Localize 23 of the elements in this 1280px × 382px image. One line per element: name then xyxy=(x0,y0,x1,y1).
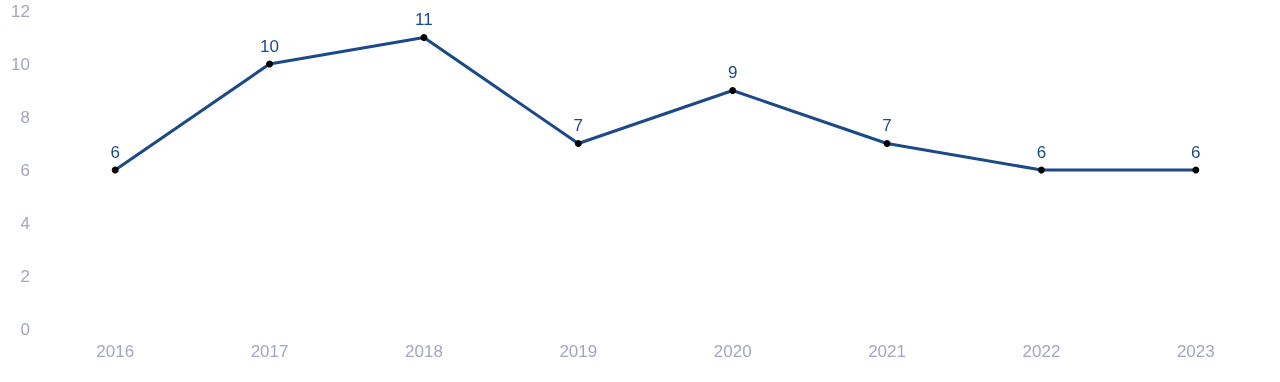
y-tick-label: 0 xyxy=(20,319,30,339)
x-tick-label: 2017 xyxy=(250,342,289,361)
y-tick-label: 4 xyxy=(20,213,30,233)
x-tick-label: 2020 xyxy=(713,342,752,361)
y-tick-label: 12 xyxy=(11,1,30,21)
x-tick-label: 2022 xyxy=(1022,342,1061,361)
y-tick-label: 8 xyxy=(20,107,30,127)
y-tick-label: 10 xyxy=(11,54,30,74)
data-label: 11 xyxy=(415,10,433,29)
data-label: 6 xyxy=(1036,142,1047,162)
data-label: 6 xyxy=(110,142,120,162)
x-tick-label: 2023 xyxy=(1176,342,1215,361)
y-tick-label: 2 xyxy=(20,266,30,286)
x-tick-label: 2018 xyxy=(405,342,443,361)
data-label: 7 xyxy=(882,116,892,135)
x-tick-label: 2021 xyxy=(868,342,906,361)
x-tick-label: 2016 xyxy=(96,342,135,361)
data-label: 10 xyxy=(260,36,280,56)
data-label: 7 xyxy=(573,116,584,135)
data-label: 6 xyxy=(1191,142,1201,162)
y-tick-label: 6 xyxy=(20,160,30,180)
data-label: 9 xyxy=(727,63,738,82)
x-tick-label: 2019 xyxy=(559,342,598,361)
